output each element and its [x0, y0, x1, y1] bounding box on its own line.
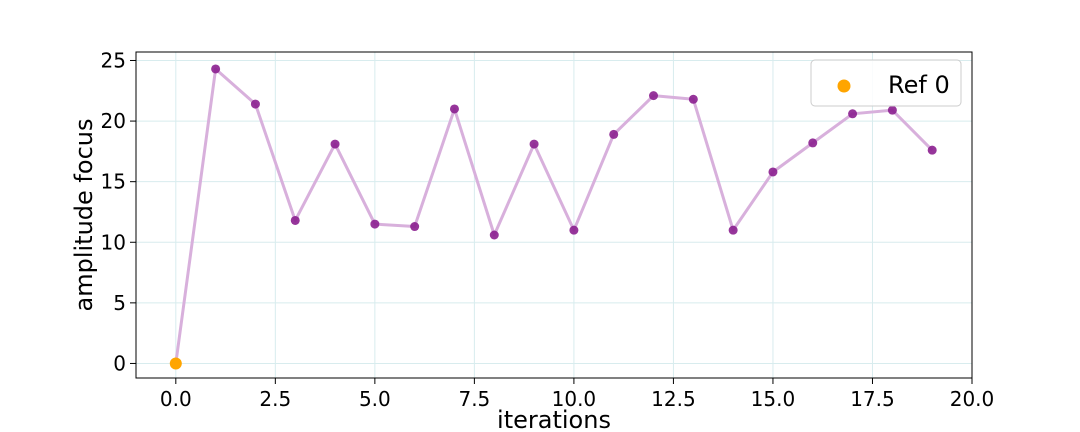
data-point [449, 104, 459, 114]
y-tick-label: 25 [101, 48, 126, 72]
legend: Ref 0 [810, 59, 962, 107]
x-tick-label: 5.0 [359, 387, 391, 411]
data-point [250, 99, 260, 109]
data-point [290, 215, 300, 225]
y-axis-ticks: 0 5 10 15 20 25 [101, 48, 136, 375]
data-point [768, 167, 778, 177]
x-tick-label: 17.5 [850, 387, 895, 411]
legend-marker-ref-0 [837, 79, 851, 93]
data-point [887, 105, 897, 115]
data-point [370, 219, 380, 229]
x-tick-label: 2.5 [259, 387, 291, 411]
data-point [688, 94, 698, 104]
x-tick-label: 10.0 [552, 387, 597, 411]
data-point [808, 138, 818, 148]
data-point [529, 139, 539, 149]
ref-point [169, 357, 182, 370]
data-point [609, 129, 619, 139]
y-tick-label: 5 [113, 291, 126, 315]
legend-label-ref-0: Ref 0 [888, 71, 950, 99]
x-tick-label: 0.0 [160, 387, 192, 411]
x-tick-label: 15.0 [751, 387, 796, 411]
y-tick-label: 10 [101, 230, 126, 254]
data-point [211, 64, 221, 74]
y-axis-label: amplitude focus [70, 119, 98, 312]
data-point [569, 225, 579, 235]
data-point [649, 91, 659, 101]
x-axis-ticks: 0.0 2.5 5.0 7.5 10.0 12.5 15.0 17.5 20.0 [160, 378, 994, 411]
x-tick-label: 7.5 [458, 387, 490, 411]
data-point [330, 139, 340, 149]
x-axis-label: iterations [497, 406, 611, 432]
data-point [848, 109, 858, 119]
x-tick-label: 12.5 [651, 387, 696, 411]
data-point [728, 225, 738, 235]
data-point [927, 145, 937, 155]
y-tick-label: 15 [101, 170, 126, 194]
series-layer [169, 64, 937, 370]
legend-box [810, 59, 962, 107]
grid-lines [136, 52, 973, 378]
data-point [410, 222, 420, 232]
series-line [174, 67, 934, 364]
y-tick-label: 0 [113, 351, 126, 375]
x-tick-label: 20.0 [950, 387, 995, 411]
y-tick-label: 20 [101, 109, 126, 133]
plot-frame [135, 51, 973, 379]
data-point [489, 230, 499, 240]
